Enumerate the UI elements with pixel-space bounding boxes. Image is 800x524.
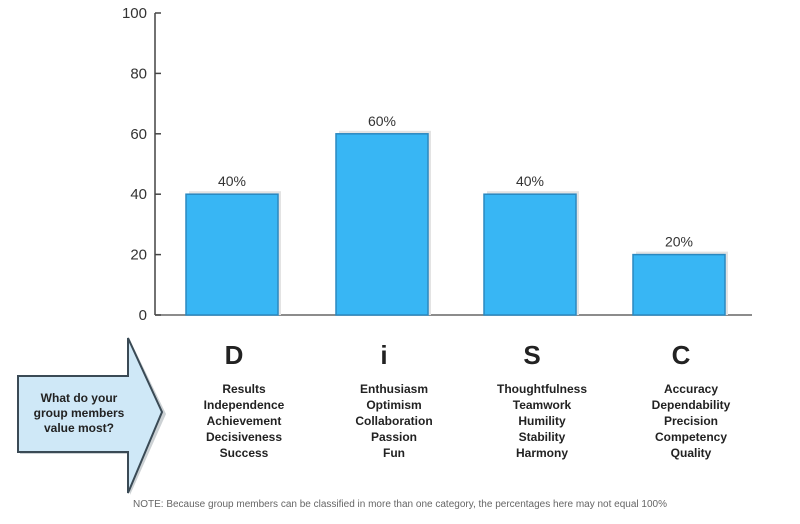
y-tick-label: 80 bbox=[130, 65, 147, 82]
trait-label: Precision bbox=[664, 414, 718, 428]
category-label: S bbox=[523, 340, 540, 370]
callout-text: group members bbox=[34, 406, 125, 420]
bar-i bbox=[335, 133, 429, 316]
trait-label: Thoughtfulness bbox=[497, 382, 587, 396]
category-label: C bbox=[672, 340, 691, 370]
trait-label: Decisiveness bbox=[206, 430, 282, 444]
trait-label: Humility bbox=[518, 414, 566, 428]
footnote: NOTE: Because group members can be class… bbox=[132, 499, 667, 510]
bar-S bbox=[483, 193, 577, 316]
trait-label: Competency bbox=[655, 430, 727, 444]
callout-text: What do your bbox=[41, 391, 118, 405]
bars: 40% 60% 40% 20% bbox=[185, 113, 728, 316]
trait-label: Accuracy bbox=[664, 382, 718, 396]
trait-label: Fun bbox=[383, 446, 405, 460]
trait-label: Optimism bbox=[366, 398, 421, 412]
data-label: 60% bbox=[368, 113, 396, 129]
category-labels: D Results Independence Achievement Decisiven… bbox=[204, 340, 731, 460]
trait-label: Success bbox=[220, 446, 269, 460]
data-label: 20% bbox=[665, 234, 693, 250]
trait-label: Independence bbox=[204, 398, 285, 412]
y-tick-label: 20 bbox=[130, 247, 147, 264]
trait-label: Passion bbox=[371, 430, 417, 444]
y-tick-label: 0 bbox=[139, 307, 147, 324]
data-label: 40% bbox=[516, 173, 544, 189]
trait-label: Stability bbox=[519, 430, 566, 444]
bar-D bbox=[185, 193, 279, 316]
trait-label: Quality bbox=[671, 446, 712, 460]
callout-text: value most? bbox=[44, 421, 114, 435]
y-tick-label: 60 bbox=[130, 126, 147, 143]
bar-C bbox=[632, 253, 726, 316]
trait-label: Collaboration bbox=[355, 414, 432, 428]
category-label: i bbox=[380, 340, 387, 370]
trait-label: Dependability bbox=[652, 398, 731, 412]
y-tick-label: 40 bbox=[130, 186, 147, 203]
data-label: 40% bbox=[218, 173, 246, 189]
category-label: D bbox=[225, 340, 244, 370]
arrow-shape bbox=[17, 337, 164, 494]
trait-label: Teamwork bbox=[513, 398, 572, 412]
trait-label: Results bbox=[222, 382, 266, 396]
trait-label: Enthusiasm bbox=[360, 382, 428, 396]
y-tick-label: 100 bbox=[122, 5, 147, 22]
trait-label: Harmony bbox=[516, 446, 568, 460]
trait-label: Achievement bbox=[207, 414, 282, 428]
